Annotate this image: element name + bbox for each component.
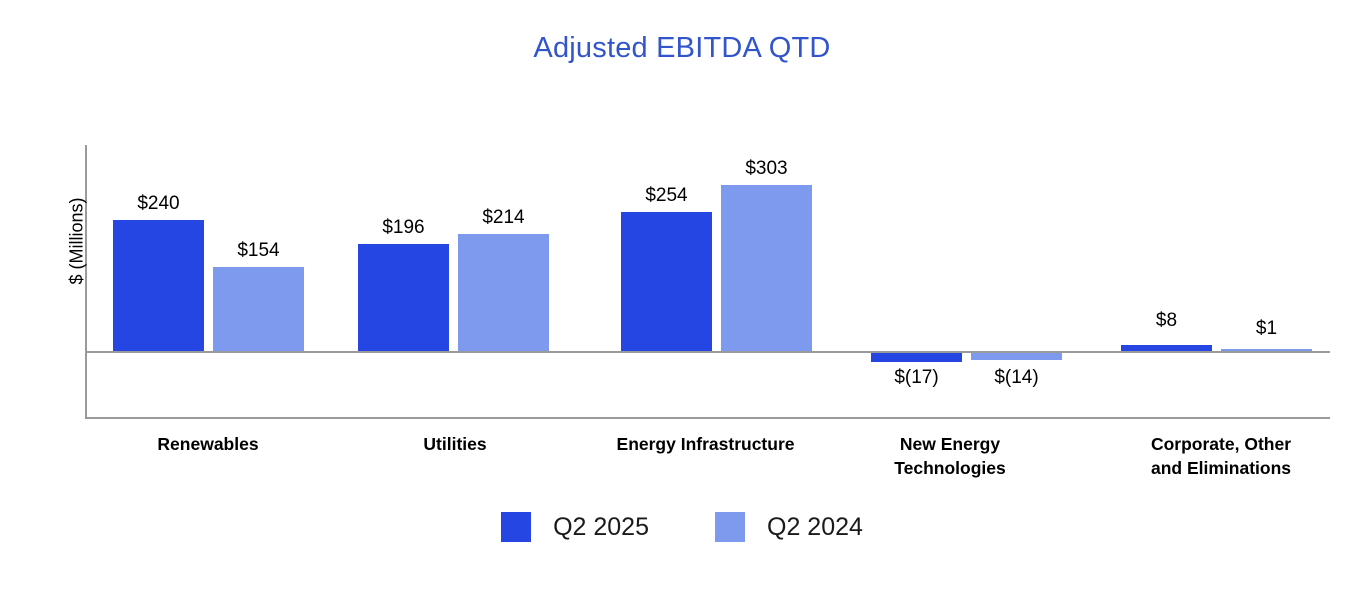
bar-value-label-corporate-other-eliminations-2025: $8	[1155, 310, 1178, 331]
category-label-renewables: Renewables	[103, 432, 313, 456]
bar-utilities-2024[interactable]	[458, 234, 549, 351]
bar-value-label-utilities-2025: $196	[382, 217, 425, 238]
chart-title: Adjusted EBITDA QTD	[533, 32, 831, 64]
category-label-line: and Eliminations	[1150, 458, 1292, 478]
legend-swatch-icon	[715, 512, 745, 542]
bar-new-energy-technologies-2025[interactable]	[871, 353, 962, 362]
bar-value-label-utilities-2024: $214	[482, 207, 525, 228]
bar-slot-renewables-2024: $154	[213, 145, 304, 419]
bar-value-label-energy-infrastructure-2025: $254	[645, 185, 688, 206]
bar-value-label-new-energy-technologies-2025: $(17)	[894, 367, 939, 388]
category-label-energy-infrastructure: Energy Infrastructure	[583, 432, 828, 456]
chart-legend: Q2 2025 Q2 2024	[0, 512, 1364, 542]
legend-item-q2-2024[interactable]: Q2 2024	[715, 512, 863, 542]
bar-utilities-2025[interactable]	[358, 244, 449, 351]
bar-renewables-2024[interactable]	[213, 267, 304, 351]
bar-value-label-renewables-2025: $240	[137, 193, 180, 214]
bar-group-energy-infrastructure: $254 $303	[596, 145, 843, 419]
bar-value-label-corporate-other-eliminations-2024: $1	[1255, 318, 1278, 339]
bar-slot-utilities-2024: $214	[458, 145, 549, 419]
legend-item-q2-2025[interactable]: Q2 2025	[501, 512, 649, 542]
bar-slot-energy-infrastructure-2025: $254	[621, 145, 712, 419]
category-label-line: Energy Infrastructure	[616, 434, 795, 454]
zero-baseline	[85, 351, 1330, 353]
category-label-line: Renewables	[157, 434, 259, 454]
bar-group-renewables: $240 $154	[85, 145, 332, 419]
bar-slot-corporate-other-eliminations-2024: $1	[1221, 145, 1312, 419]
bar-value-label-energy-infrastructure-2024: $303	[745, 158, 788, 179]
bar-slot-utilities-2025: $196	[358, 145, 449, 419]
legend-label: Q2 2024	[767, 512, 863, 541]
bar-slot-corporate-other-eliminations-2025: $8	[1121, 145, 1212, 419]
plot-area: $ (Millions) $240 $154 $196 $214 $254 $303 $(1…	[67, 145, 1330, 419]
bar-slot-energy-infrastructure-2024: $303	[721, 145, 812, 419]
x-axis-bottom-line	[85, 417, 1330, 419]
category-label-corporate-other-eliminations: Corporate, Other and Eliminations	[1106, 432, 1336, 480]
category-label-line: Utilities	[423, 434, 487, 454]
bar-slot-renewables-2025: $240	[113, 145, 204, 419]
bar-energy-infrastructure-2025[interactable]	[621, 212, 712, 351]
category-label-line: New Energy	[899, 434, 1001, 454]
bar-slot-new-energy-technologies-2024: $(14)	[971, 145, 1062, 419]
bar-corporate-other-eliminations-2024[interactable]	[1221, 349, 1312, 351]
category-label-new-energy-technologies: New Energy Technologies	[840, 432, 1060, 480]
category-label-utilities: Utilities	[350, 432, 560, 456]
bar-value-label-renewables-2024: $154	[237, 240, 280, 261]
bar-energy-infrastructure-2024[interactable]	[721, 185, 812, 351]
bar-corporate-other-eliminations-2025[interactable]	[1121, 345, 1212, 351]
bar-new-energy-technologies-2024[interactable]	[971, 353, 1062, 360]
bar-renewables-2025[interactable]	[113, 220, 204, 351]
legend-swatch-icon	[501, 512, 532, 542]
bar-value-label-new-energy-technologies-2024: $(14)	[994, 367, 1039, 388]
category-label-line: Corporate, Other	[1150, 434, 1292, 454]
bar-group-corporate-other-eliminations: $8 $1	[1096, 145, 1343, 419]
bar-group-utilities: $196 $214	[333, 145, 580, 419]
category-label-line: Technologies	[894, 458, 1006, 478]
legend-label: Q2 2025	[553, 512, 649, 541]
bar-slot-new-energy-technologies-2025: $(17)	[871, 145, 962, 419]
y-axis-line	[85, 145, 87, 419]
bar-group-new-energy-technologies: $(17) $(14)	[846, 145, 1093, 419]
